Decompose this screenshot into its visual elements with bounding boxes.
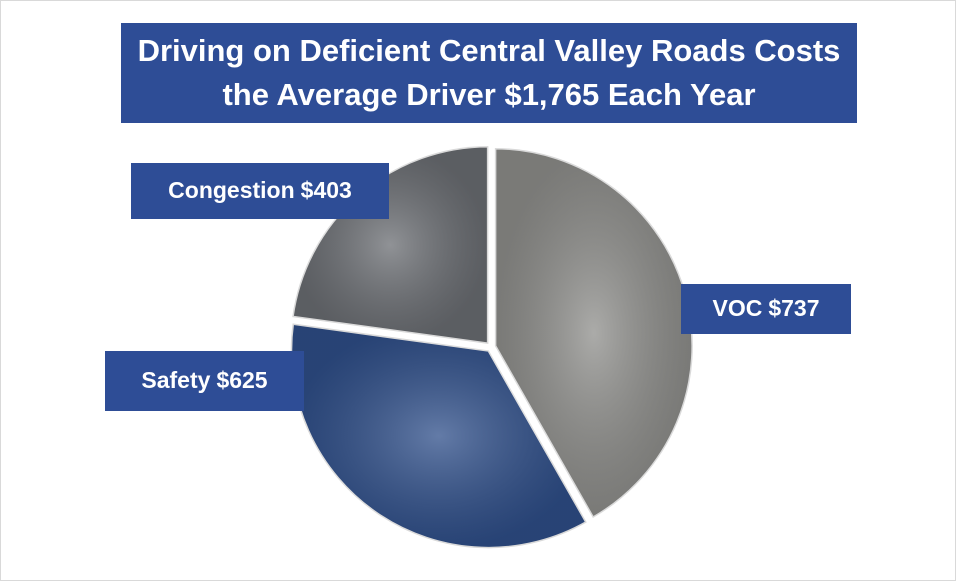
value-label: $625: [216, 367, 267, 393]
slice-label: Safety$625: [141, 367, 267, 393]
category-label: VOC: [712, 295, 762, 321]
chart-title: Driving on Deficient Central Valley Road…: [121, 23, 857, 123]
category-label: Congestion: [168, 177, 295, 203]
label-box: [681, 284, 851, 334]
slice-label: Congestion$403: [168, 177, 352, 203]
chart: VOC$737 Safety$625 Congestion$403 Driving …: [0, 0, 956, 581]
category-label: Safety: [141, 367, 210, 393]
value-label: $737: [768, 295, 819, 321]
value-label: $403: [301, 177, 352, 203]
